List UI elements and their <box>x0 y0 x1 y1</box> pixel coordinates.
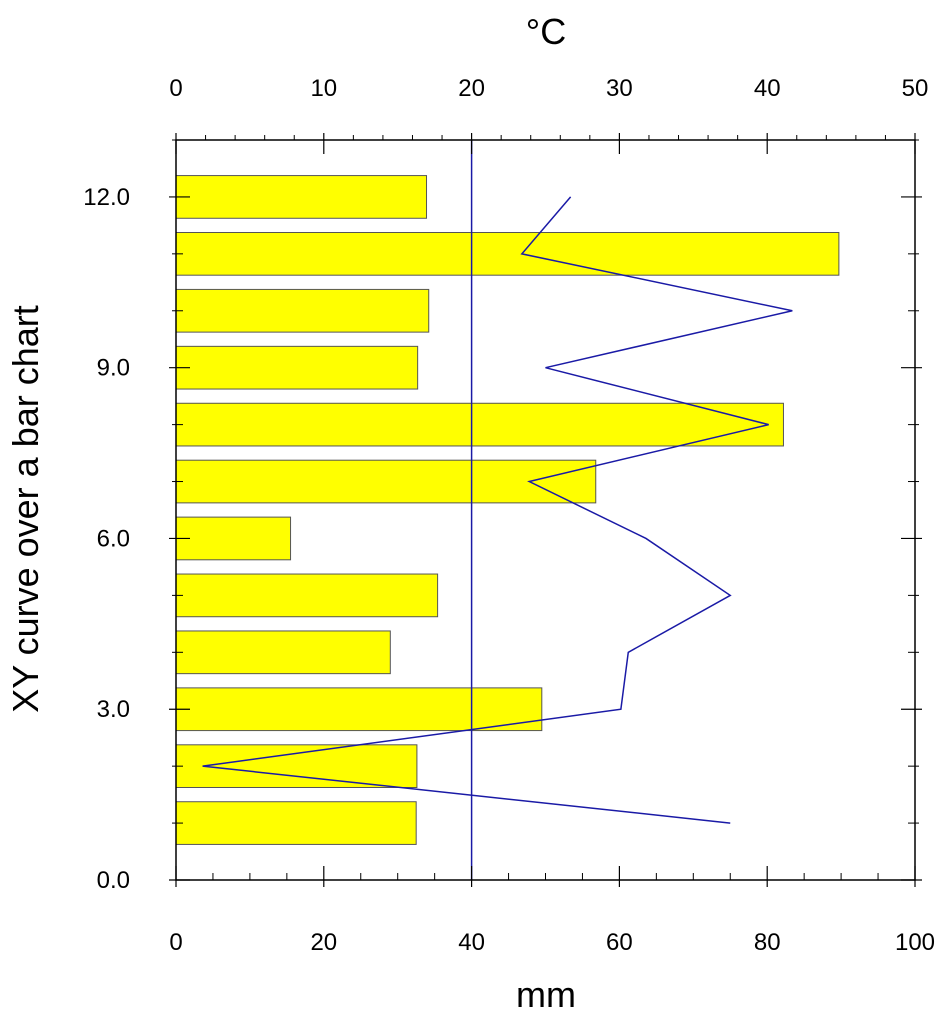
tick-labels-layer: 0 20 40 60 80 100 0 10 20 30 40 50 0.0 3.0 6.0 9.0 12.0 <box>83 75 935 956</box>
bars-layer <box>175 175 840 845</box>
y-tick-label: 6.0 <box>97 525 130 552</box>
bar-4 <box>175 630 391 675</box>
x-tick-label: 80 <box>754 929 781 956</box>
x-tick-label: 60 <box>606 929 633 956</box>
bar-1 <box>175 801 417 845</box>
bar-12 <box>175 175 428 219</box>
bar-8 <box>175 402 784 447</box>
y-tick-label: 3.0 <box>97 696 130 723</box>
x-tick-label: 20 <box>310 929 337 956</box>
x-axis-title: mm <box>516 974 576 1015</box>
bar-9 <box>175 345 419 390</box>
bar-11 <box>175 232 840 276</box>
x-tick-label: 100 <box>895 929 935 956</box>
bar-6 <box>175 516 292 561</box>
y-tick-label: 12.0 <box>83 184 130 211</box>
bar-5 <box>175 573 439 618</box>
x2-tick-label: 50 <box>902 75 929 102</box>
x-tick-label: 40 <box>458 929 485 956</box>
x-tick-label: 0 <box>169 929 182 956</box>
bar-3 <box>175 687 543 732</box>
bar-10 <box>175 288 430 333</box>
x2-tick-label: 30 <box>606 75 633 102</box>
ticks-layer <box>169 133 922 887</box>
x2-axis-title: °C <box>526 11 566 52</box>
y-axis-title: XY curve over a bar chart <box>5 305 46 713</box>
bar-7 <box>175 459 597 504</box>
curve-layer <box>202 196 793 824</box>
x2-tick-label: 0 <box>169 75 182 102</box>
x2-tick-label: 10 <box>310 75 337 102</box>
x2-tick-label: 40 <box>754 75 781 102</box>
x2-tick-label: 20 <box>458 75 485 102</box>
y-tick-label: 9.0 <box>97 355 130 382</box>
bar-2 <box>175 744 418 788</box>
xy-curve-line <box>202 196 793 824</box>
y-tick-label: 0.0 <box>97 867 130 894</box>
